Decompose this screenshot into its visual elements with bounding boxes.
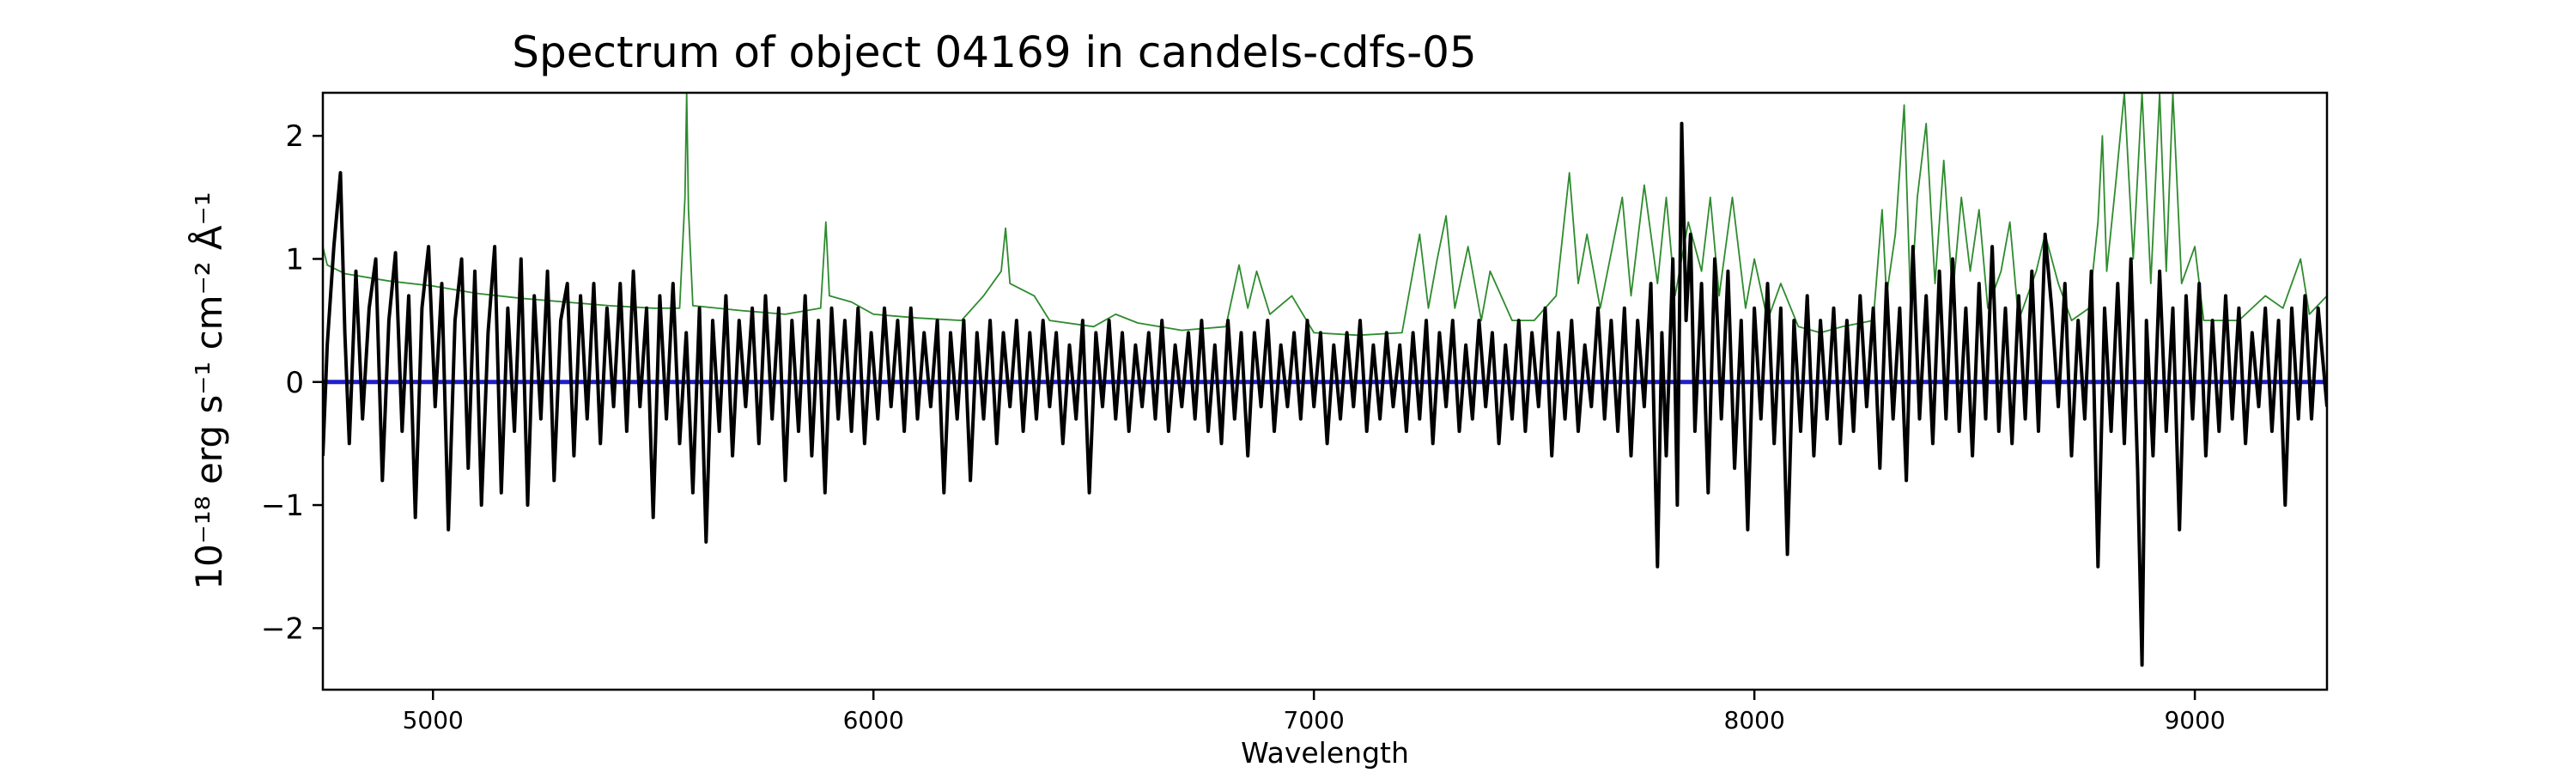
- plot-area: [323, 93, 2327, 667]
- plot-frame: [321, 91, 2329, 691]
- y-tick-label: −2: [261, 612, 304, 646]
- y-tick-label: 2: [285, 119, 304, 154]
- y-tick-label: −1: [261, 489, 304, 523]
- y-tick-label: 1: [285, 242, 304, 277]
- x-axis: 5000 6000 7000 8000 9000: [403, 690, 2226, 734]
- x-tick-label: 6000: [843, 706, 904, 734]
- x-axis-label: Wavelength: [1241, 736, 1409, 770]
- y-tick-label: 0: [285, 366, 304, 400]
- x-tick-label: 9000: [2164, 706, 2225, 734]
- y-axis-label: 10⁻¹⁸ erg s⁻¹ cm⁻² Å⁻¹: [187, 192, 230, 589]
- y-axis: −2 −1 0 1 2: [261, 119, 323, 646]
- x-tick-label: 8000: [1724, 706, 1785, 734]
- x-tick-label: 5000: [403, 706, 464, 734]
- x-tick-label: 7000: [1284, 706, 1345, 734]
- series-line-error: [323, 93, 2327, 337]
- series-line-flux: [323, 121, 2327, 667]
- chart-title: Spectrum of object 04169 in candels-cdfs…: [512, 27, 1477, 77]
